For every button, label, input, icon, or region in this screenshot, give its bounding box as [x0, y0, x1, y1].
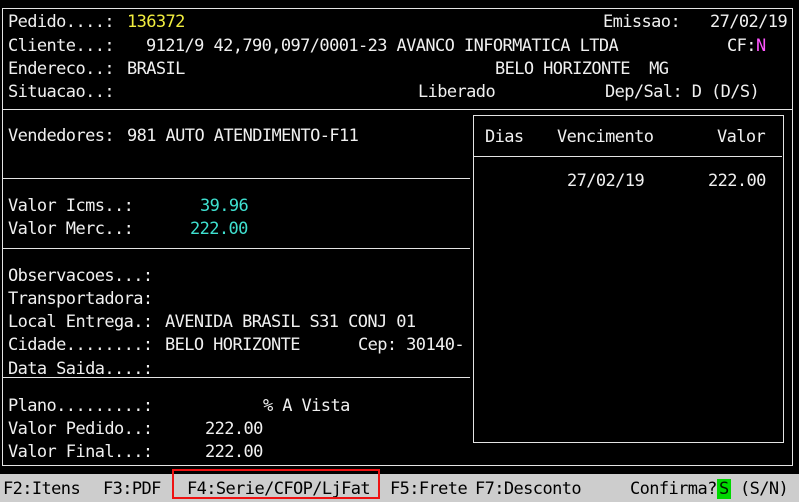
situacao-value: Liberado: [418, 82, 496, 102]
valor-icms-value: 39.96: [200, 196, 249, 216]
payments-header-dias: Dias: [485, 127, 524, 147]
entrega-divider: [3, 377, 470, 378]
f2-itens-key[interactable]: F2:Itens: [3, 479, 81, 499]
pedido-value: 136372: [127, 12, 185, 32]
f4-serie-cfop-ljfat-key[interactable]: F4:Serie/CFOP/LjFat: [187, 479, 371, 499]
valor-pedido-label: Valor Pedido..:: [8, 419, 153, 439]
payments-box-border: [473, 115, 784, 443]
valor-merc-value: 222.00: [190, 219, 248, 239]
cf-value[interactable]: N: [756, 36, 766, 56]
vendedores-value: 981 AUTO ATENDIMENTO-F11: [127, 126, 359, 146]
f3-pdf-key[interactable]: F3:PDF: [103, 479, 161, 499]
local-entrega-label: Local Entrega.:: [8, 312, 153, 332]
f4-highlight-box: [172, 469, 380, 499]
payment-vencimento-value: 27/02/19: [567, 171, 645, 191]
cliente-label: Cliente...:: [8, 36, 115, 56]
cep-value: Cep: 30140-: [358, 335, 465, 355]
transportadora-label: Transportadora:: [8, 289, 153, 309]
plano-value: % A Vista: [263, 396, 350, 416]
valor-pedido-value: 222.00: [205, 419, 263, 439]
function-key-bar: [0, 474, 799, 502]
valor-final-value: 222.00: [205, 442, 263, 462]
cliente-value: 9121/9 42,790,097/0001-23 AVANCO INFORMA…: [146, 36, 619, 56]
cidade-label: Cidade........:: [8, 335, 153, 355]
confirma-input[interactable]: S: [717, 479, 731, 499]
payments-header-vencimento: Vencimento: [557, 127, 654, 147]
cf-label: CF:: [727, 36, 757, 56]
vendedores-divider: [3, 178, 470, 179]
observacoes-label: Observacoes...:: [8, 266, 153, 286]
emissao-value: 27/02/19: [710, 12, 788, 32]
cidade-uf-value: BELO HORIZONTE MG: [495, 59, 669, 79]
f5-frete-key[interactable]: F5:Frete: [390, 479, 468, 499]
payment-valor-value: 222.00: [708, 171, 766, 191]
header-divider: [3, 109, 792, 110]
endereco-label: Endereco..:: [8, 59, 115, 79]
local-entrega-value: AVENIDA BRASIL S31 CONJ 01: [165, 312, 416, 332]
emissao-label: Emissao:: [603, 12, 681, 32]
confirma-label: Confirma?: [630, 479, 717, 499]
outer-border: [2, 8, 793, 466]
valor-final-label: Valor Final...:: [8, 442, 153, 462]
confirma-options: (S/N): [740, 479, 789, 499]
valor-merc-label: Valor Merc..:: [8, 219, 134, 239]
valores-divider: [3, 248, 470, 249]
depsal-value: Dep/Sal: D (D/S): [605, 82, 760, 102]
endereco-value: BRASIL: [127, 59, 185, 79]
payments-header-divider: [474, 156, 782, 157]
cidade-value: BELO HORIZONTE: [165, 335, 300, 355]
pedido-label: Pedido....:: [8, 12, 115, 32]
plano-label: Plano.........:: [8, 396, 153, 416]
f7-desconto-key[interactable]: F7:Desconto: [475, 479, 582, 499]
valor-icms-label: Valor Icms..:: [8, 196, 134, 216]
data-saida-label: Data Saida....:: [8, 359, 153, 379]
payments-header-valor: Valor: [717, 127, 766, 147]
situacao-label: Situacao..:: [8, 82, 115, 102]
vendedores-label: Vendedores:: [8, 126, 115, 146]
